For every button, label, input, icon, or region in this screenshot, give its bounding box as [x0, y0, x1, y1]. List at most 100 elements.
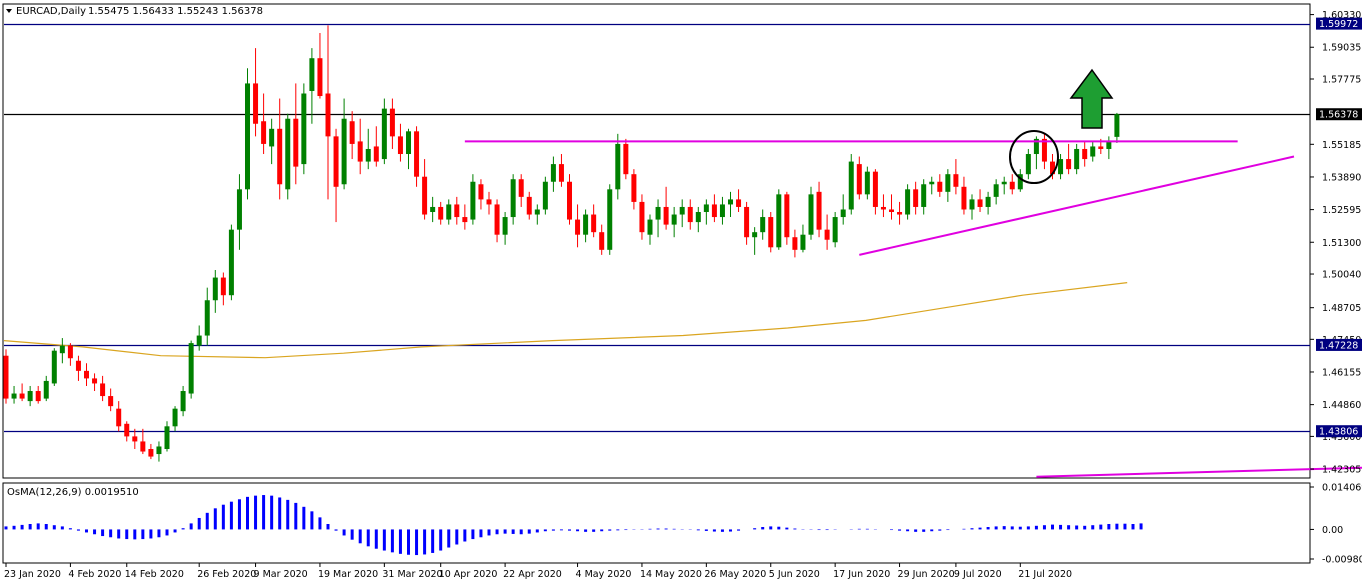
candle-87[interactable]: [703, 199, 709, 225]
candle-104[interactable]: [840, 194, 846, 225]
candle-57[interactable]: [462, 204, 468, 230]
candle-123[interactable]: [993, 179, 999, 205]
candle-22[interactable]: [180, 385, 186, 417]
candle-77[interactable]: [623, 138, 629, 180]
candle-134[interactable]: [1082, 141, 1088, 167]
candle-0[interactable]: [3, 349, 9, 404]
candle-56[interactable]: [454, 196, 460, 225]
candle-52[interactable]: [422, 159, 428, 220]
candle-112[interactable]: [905, 184, 911, 220]
candle-85[interactable]: [687, 199, 693, 230]
candle-30[interactable]: [245, 68, 250, 200]
candle-126[interactable]: [1017, 169, 1023, 192]
candle-21[interactable]: [172, 406, 178, 432]
candle-63[interactable]: [510, 174, 516, 225]
osma-pane[interactable]: [2, 482, 1311, 564]
candle-89[interactable]: [719, 196, 725, 225]
candle-9[interactable]: [75, 355, 81, 381]
candle-13[interactable]: [108, 388, 114, 412]
candle-42[interactable]: [341, 98, 347, 190]
candle-69[interactable]: [558, 154, 564, 187]
candle-125[interactable]: [1009, 174, 1015, 195]
candle-67[interactable]: [542, 176, 548, 215]
candle-17[interactable]: [140, 428, 146, 455]
candle-15[interactable]: [124, 421, 130, 442]
candle-68[interactable]: [550, 156, 556, 192]
candle-14[interactable]: [116, 401, 122, 432]
candle-108[interactable]: [872, 169, 878, 215]
candle-97[interactable]: [784, 191, 790, 245]
candle-81[interactable]: [655, 199, 661, 238]
candle-117[interactable]: [945, 169, 951, 202]
candle-100[interactable]: [808, 186, 814, 240]
candle-58[interactable]: [470, 174, 476, 225]
candle-114[interactable]: [921, 179, 927, 215]
candle-95[interactable]: [768, 212, 774, 253]
candle-73[interactable]: [591, 204, 597, 238]
candle-70[interactable]: [567, 174, 572, 225]
candle-41[interactable]: [333, 128, 339, 223]
candle-23[interactable]: [188, 340, 194, 399]
candle-96[interactable]: [776, 189, 782, 250]
candle-79[interactable]: [639, 194, 645, 240]
candle-55[interactable]: [446, 199, 452, 225]
candle-115[interactable]: [929, 176, 935, 195]
candle-59[interactable]: [478, 179, 484, 210]
candle-65[interactable]: [526, 191, 532, 220]
candle-106[interactable]: [856, 156, 862, 200]
candle-27[interactable]: [220, 272, 226, 306]
candle-4[interactable]: [35, 385, 41, 404]
candle-93[interactable]: [752, 227, 758, 255]
candle-11[interactable]: [92, 373, 98, 392]
candle-75[interactable]: [607, 184, 613, 255]
candle-35[interactable]: [285, 113, 291, 200]
candle-83[interactable]: [671, 206, 677, 238]
candle-32[interactable]: [261, 93, 267, 155]
candle-44[interactable]: [357, 118, 363, 175]
candle-103[interactable]: [832, 212, 838, 248]
candle-80[interactable]: [647, 214, 653, 245]
candle-5[interactable]: [43, 375, 49, 402]
candle-64[interactable]: [518, 174, 524, 207]
candle-109[interactable]: [880, 194, 886, 218]
candle-12[interactable]: [100, 375, 106, 402]
candle-133[interactable]: [1074, 143, 1080, 175]
candle-127[interactable]: [1025, 148, 1031, 180]
candle-76[interactable]: [615, 133, 621, 200]
candle-19[interactable]: [156, 441, 162, 462]
candle-129[interactable]: [1041, 133, 1047, 170]
candle-47[interactable]: [381, 98, 387, 165]
candle-92[interactable]: [744, 201, 750, 245]
candle-121[interactable]: [977, 189, 983, 213]
candle-66[interactable]: [534, 204, 540, 225]
candle-135[interactable]: [1090, 141, 1096, 162]
candle-28[interactable]: [228, 224, 234, 301]
candle-122[interactable]: [985, 191, 991, 215]
candle-105[interactable]: [848, 154, 854, 215]
candle-48[interactable]: [389, 98, 395, 149]
candle-45[interactable]: [365, 128, 371, 170]
candle-120[interactable]: [969, 194, 975, 220]
candle-38[interactable]: [309, 48, 315, 124]
candle-51[interactable]: [414, 126, 420, 187]
candle-137[interactable]: [1106, 136, 1112, 160]
candle-6[interactable]: [51, 348, 57, 386]
candle-131[interactable]: [1058, 154, 1064, 180]
candle-7[interactable]: [59, 338, 65, 364]
candle-119[interactable]: [961, 176, 967, 215]
candle-72[interactable]: [583, 209, 589, 243]
candle-132[interactable]: [1066, 143, 1072, 175]
price-pane[interactable]: [2, 3, 1362, 479]
candle-18[interactable]: [148, 443, 154, 460]
candle-71[interactable]: [575, 204, 581, 248]
candle-37[interactable]: [301, 83, 307, 175]
candle-118[interactable]: [953, 159, 959, 195]
candle-43[interactable]: [349, 111, 355, 160]
candle-91[interactable]: [736, 189, 742, 213]
candle-86[interactable]: [695, 206, 701, 233]
candle-74[interactable]: [599, 224, 605, 255]
candle-54[interactable]: [438, 201, 444, 225]
candle-82[interactable]: [663, 186, 669, 230]
candle-24[interactable]: [196, 325, 202, 351]
